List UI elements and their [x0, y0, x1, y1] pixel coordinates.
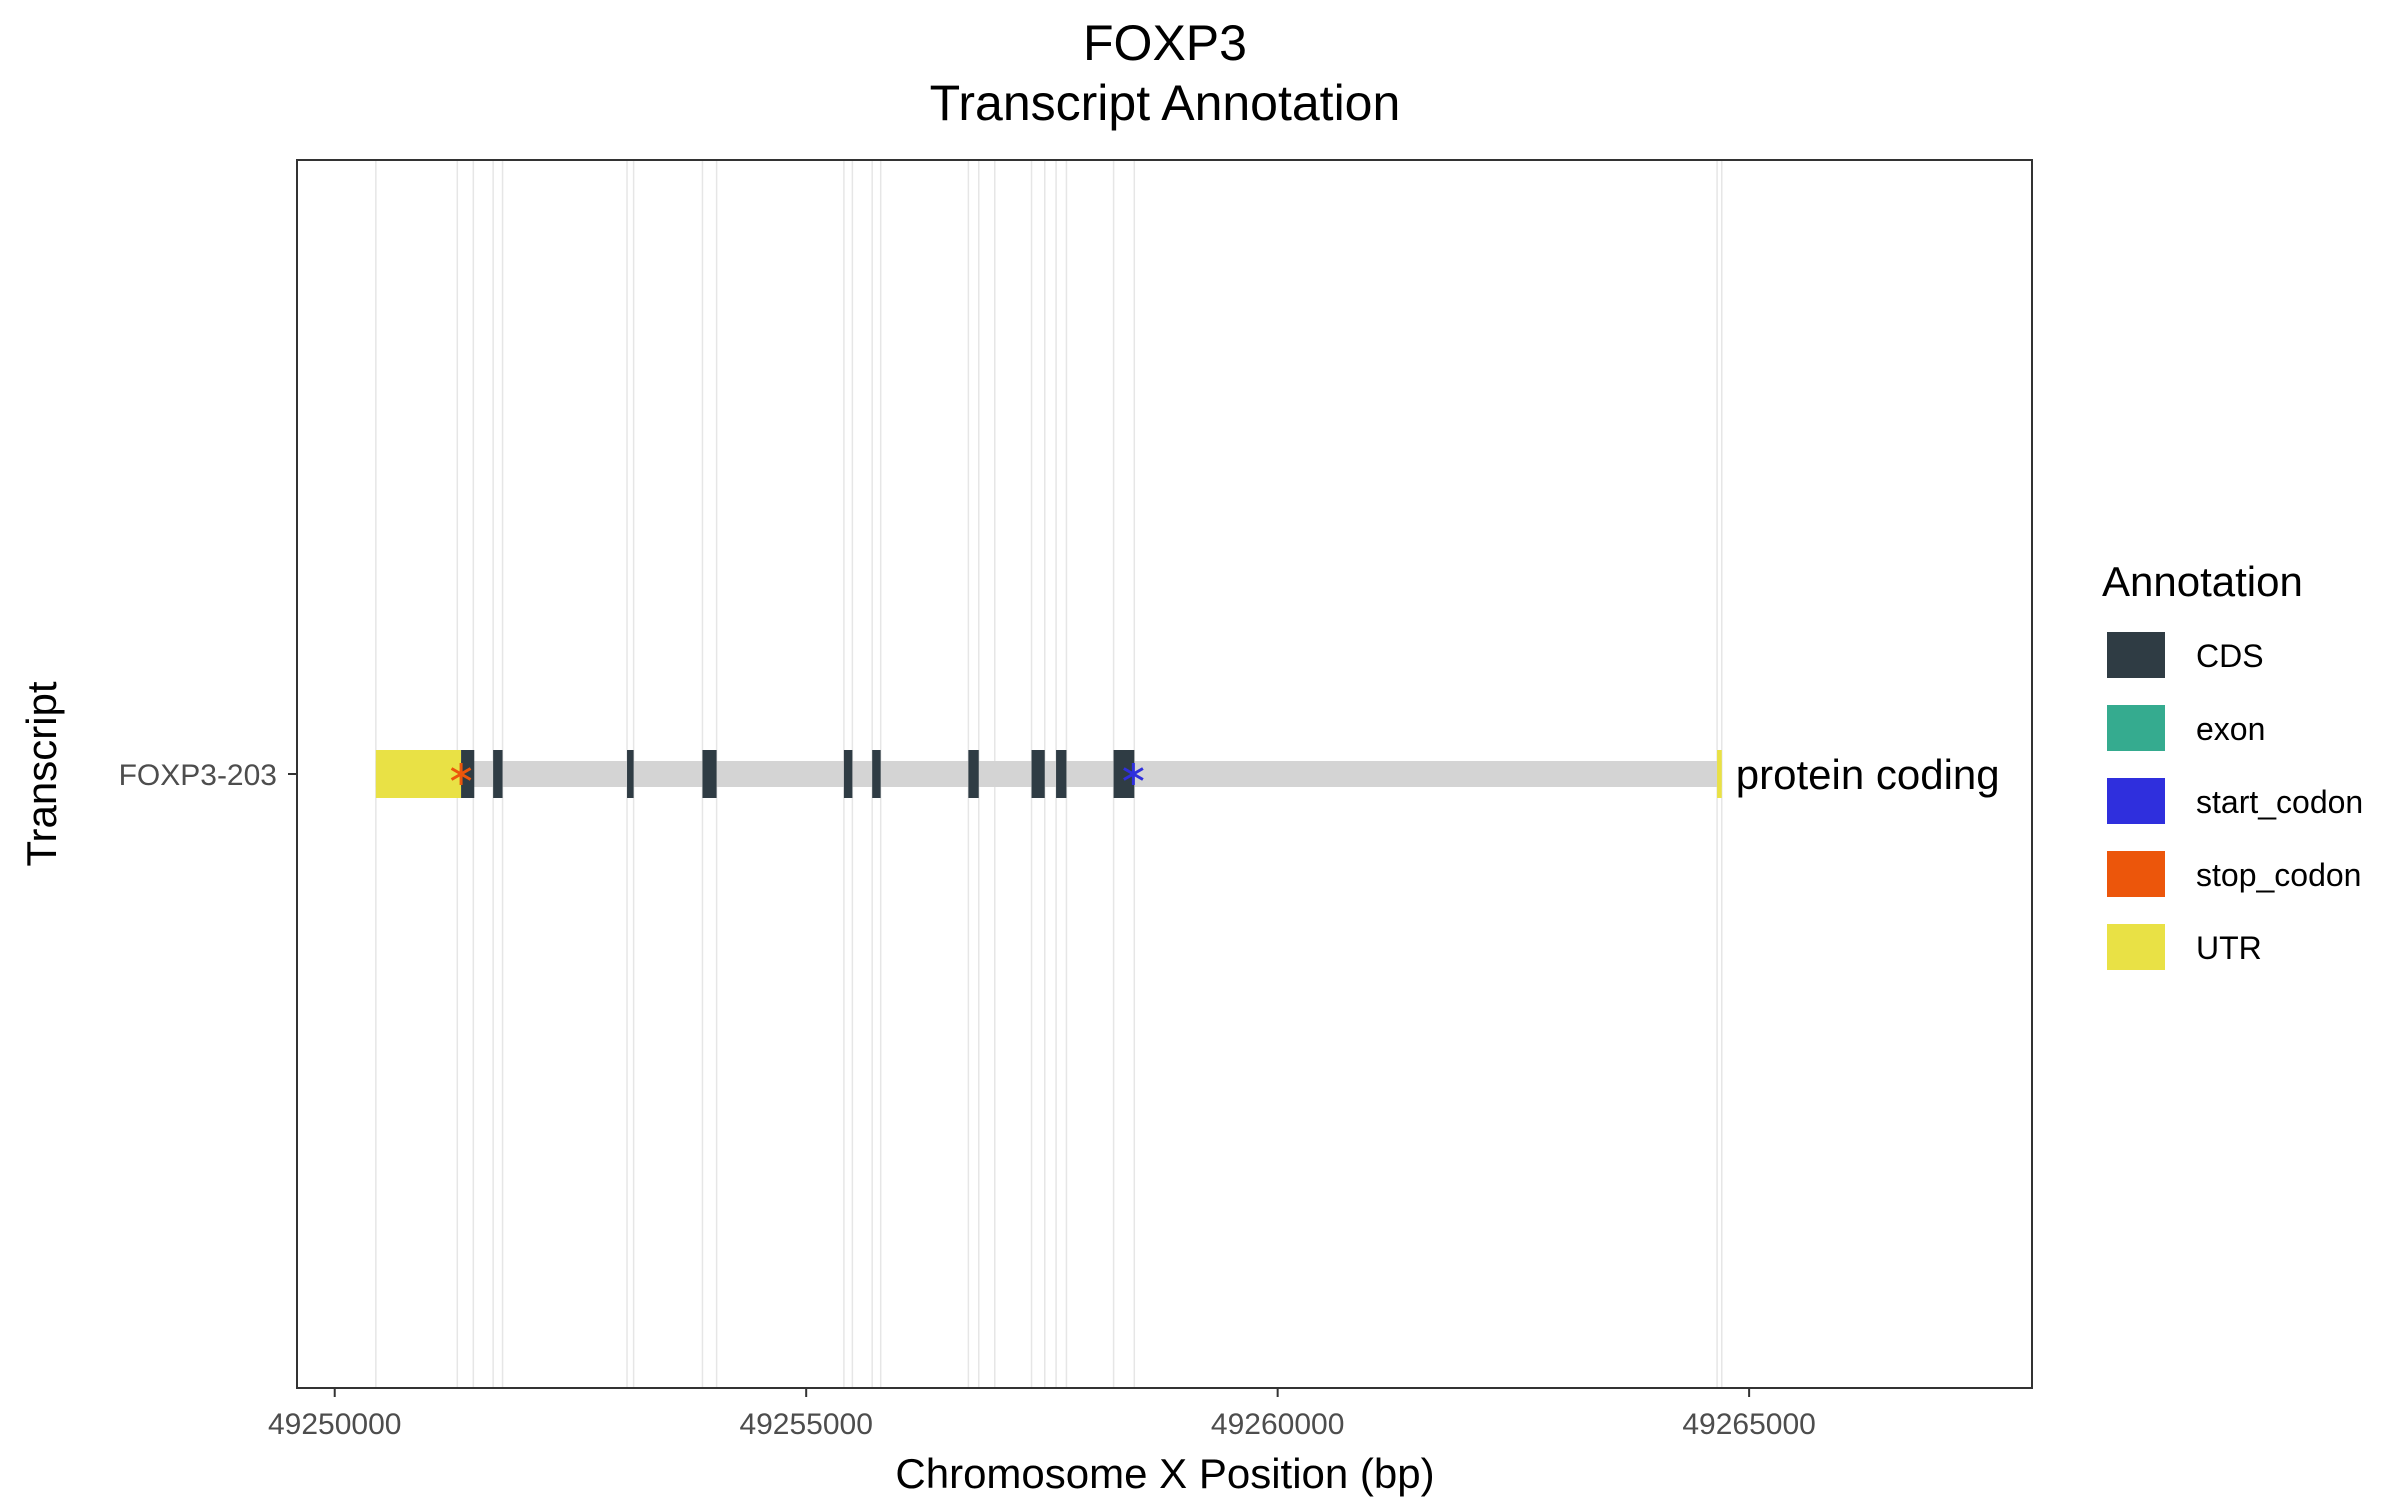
cds-block	[627, 750, 634, 798]
y-axis-title: Transcript	[18, 681, 65, 866]
cds-block	[1056, 750, 1067, 798]
stop-codon-marker	[450, 763, 472, 785]
legend: Annotation CDS exon start_codon stop_codon U…	[2102, 558, 2363, 970]
utr-block	[1717, 750, 1722, 798]
legend-swatch	[2107, 632, 2165, 678]
cds-block	[702, 750, 717, 798]
cds-block	[461, 750, 475, 798]
x-tick-label: 49260000	[1211, 1408, 1344, 1441]
x-tick-label: 49255000	[739, 1408, 872, 1441]
cds-block	[872, 750, 881, 798]
x-axis-title: Chromosome X Position (bp)	[895, 1450, 1434, 1497]
legend-label: start_codon	[2196, 784, 2363, 820]
legend-swatch	[2107, 924, 2165, 970]
biotype-label: protein coding	[1736, 751, 2000, 798]
y-axis: FOXP3-203	[119, 759, 297, 792]
legend-label: UTR	[2196, 930, 2262, 966]
legend-label: stop_codon	[2196, 857, 2361, 893]
legend-swatch	[2107, 778, 2165, 824]
legend-swatch	[2107, 705, 2165, 751]
legend-title: Annotation	[2102, 558, 2303, 605]
legend-label: exon	[2196, 711, 2265, 747]
transcript-backbone	[375, 761, 1722, 787]
legend-label: CDS	[2196, 638, 2264, 674]
x-tick-label: 49265000	[1682, 1408, 1815, 1441]
cds-block	[843, 750, 853, 798]
track-layer: protein coding	[375, 750, 2000, 798]
y-tick-label: FOXP3-203	[119, 759, 277, 792]
x-tick-label: 49250000	[268, 1408, 401, 1441]
start-codon-marker	[1123, 763, 1144, 785]
legend-swatch	[2107, 851, 2165, 897]
x-axis: 49250000 49255000 49260000 49265000	[268, 1388, 1816, 1441]
cds-block	[493, 750, 503, 798]
cds-block	[1113, 750, 1135, 798]
chart-subtitle: Transcript Annotation	[930, 75, 1401, 131]
cds-block	[968, 750, 979, 798]
utr-block	[375, 750, 462, 798]
chart-title: FOXP3	[1083, 15, 1247, 71]
cds-block	[1031, 750, 1045, 798]
